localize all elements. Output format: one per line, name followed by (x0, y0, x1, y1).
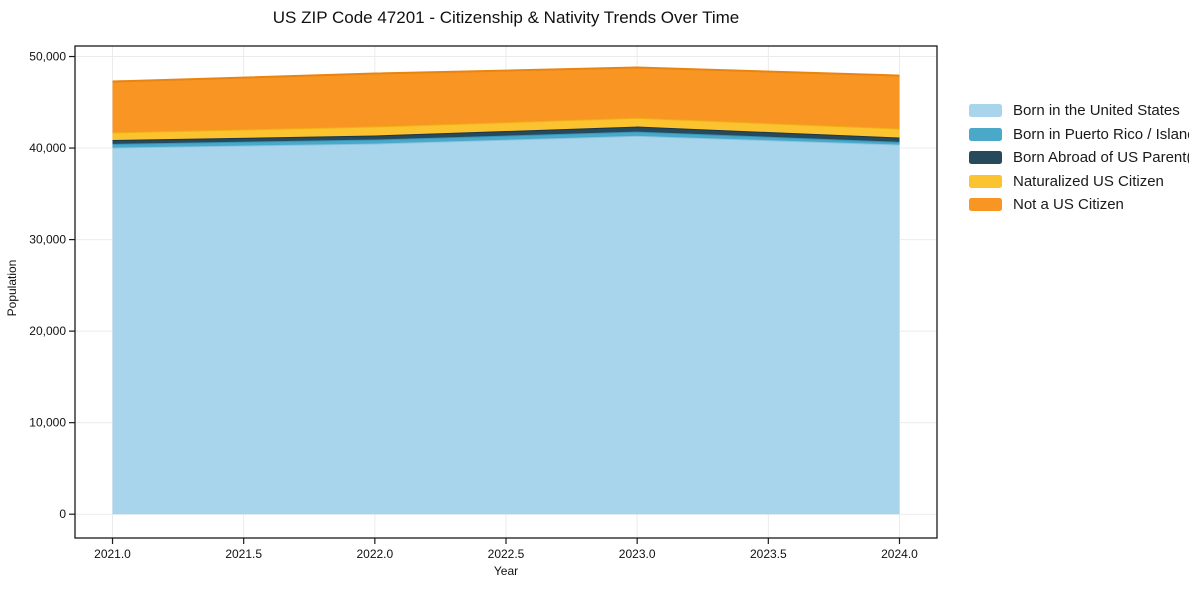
legend-swatch (969, 104, 1002, 118)
legend-item: Not a US Citizen (969, 196, 1189, 214)
area-born-abroad-of-us-parent-s (112, 126, 900, 144)
y-tick-label: 10,000 (29, 416, 66, 430)
area-born-in-puerto-rico-islands (112, 131, 900, 148)
legend-item: Naturalized US Citizen (969, 172, 1189, 190)
x-tick-label: 2022.0 (356, 547, 393, 561)
legend-swatch (969, 151, 1002, 165)
legend-item: Born in Puerto Rico / Islands (969, 125, 1189, 143)
legend-label: Not a US Citizen (1013, 196, 1124, 214)
area-naturalized-us-citizen (112, 117, 900, 141)
legend-item: Born Abroad of US Parent(s) (969, 149, 1189, 167)
legend-label: Born in Puerto Rico / Islands (1013, 125, 1189, 143)
legend-label: Born Abroad of US Parent(s) (1013, 149, 1189, 167)
legend-swatch (969, 127, 1002, 141)
y-tick-label: 0 (59, 507, 66, 521)
x-tick-label: 2021.0 (94, 547, 131, 561)
area-edge (112, 66, 900, 83)
x-tick-label: 2021.5 (225, 547, 262, 561)
y-tick-label: 20,000 (29, 324, 66, 338)
legend-label: Naturalized US Citizen (1013, 172, 1164, 190)
area-born-in-the-united-states (112, 135, 900, 515)
legend: Born in the United States Born in Puerto … (969, 102, 1189, 214)
area-not-a-us-citizen (112, 67, 900, 133)
y-tick-label: 30,000 (29, 233, 66, 247)
legend-item: Born in the United States (969, 102, 1189, 120)
legend-label: Born in the United States (1013, 102, 1180, 120)
legend-swatch (969, 174, 1002, 188)
x-tick-label: 2024.0 (881, 547, 918, 561)
y-tick-label: 50,000 (29, 50, 66, 64)
legend-swatch (969, 198, 1002, 212)
x-tick-label: 2022.5 (488, 547, 525, 561)
y-tick-label: 40,000 (29, 141, 66, 155)
x-axis-label: Year (493, 564, 519, 578)
chart-title: US ZIP Code 47201 - Citizenship & Nativi… (272, 8, 740, 27)
x-tick-label: 2023.0 (619, 547, 656, 561)
x-tick-label: 2023.5 (750, 547, 787, 561)
